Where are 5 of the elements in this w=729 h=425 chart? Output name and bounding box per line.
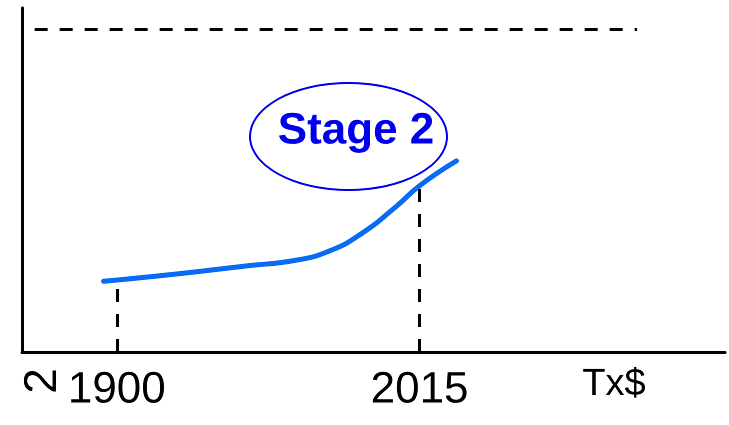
x-axis-title: Tx$ (582, 362, 646, 404)
text: Stage 2 (278, 104, 434, 154)
x-tick-label: 2015 (370, 364, 469, 412)
x-tick-label: 1900 (68, 364, 166, 412)
y-axis-title: 2 (14, 368, 66, 394)
